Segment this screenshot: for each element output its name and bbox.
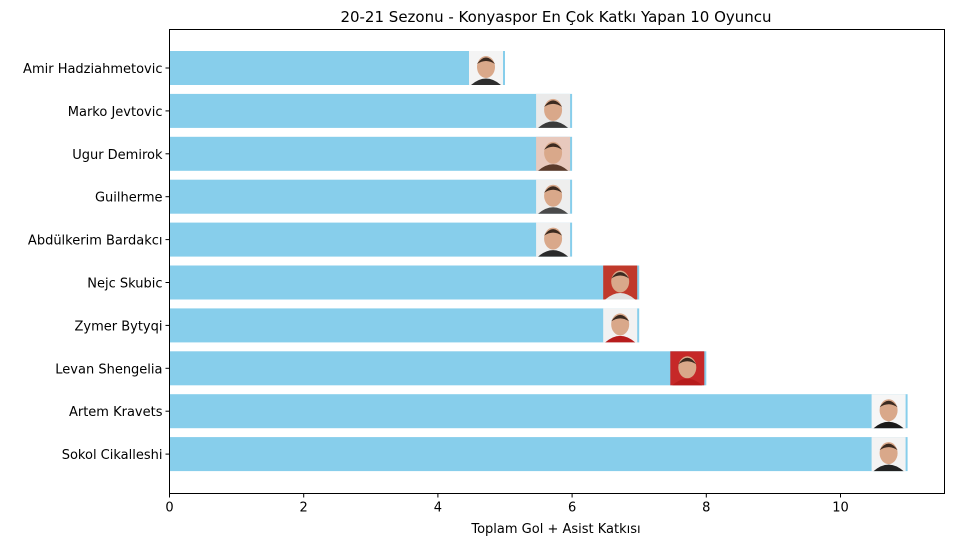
x-tick-label: 6	[568, 501, 576, 516]
y-tick-label: Artem Kravets	[69, 405, 163, 420]
player-photo	[670, 351, 705, 386]
x-tick-label: 0	[165, 501, 173, 516]
plot-frame	[169, 29, 945, 494]
y-tick-label: Amir Hadziahmetovic	[23, 62, 162, 77]
player-photo	[536, 179, 571, 214]
bar	[169, 308, 640, 343]
y-tick-label: Guilherme	[95, 191, 163, 206]
y-tick-label: Abdülkerim Bardakcı	[28, 234, 163, 249]
y-tick-label: Zymer Bytyqi	[74, 319, 162, 334]
y-tick-label: Marko Jevtovic	[68, 105, 163, 120]
y-tick-label: Nejc Skubic	[87, 277, 162, 292]
y-tick-label: Levan Shengelia	[55, 362, 162, 377]
player-photo	[603, 308, 638, 343]
bars-group	[169, 51, 908, 472]
bar	[169, 222, 573, 257]
bar	[169, 265, 640, 300]
bar	[169, 351, 707, 386]
x-tick-label: 4	[434, 501, 442, 516]
y-tick-label: Ugur Demirok	[72, 148, 163, 163]
bar	[169, 51, 505, 85]
chart-title: 20-21 Sezonu - Konyaspor En Çok Katkı Ya…	[340, 8, 771, 26]
player-photo	[468, 51, 503, 85]
bar	[169, 93, 573, 128]
player-photo	[871, 437, 906, 472]
y-axis-ticks: Amir Hadziahmetovic Marko Jevtovic Ugur De…	[23, 62, 170, 463]
bar	[169, 437, 908, 472]
player-photo	[871, 394, 906, 429]
x-axis-label: Toplam Gol + Asist Katkısı	[470, 522, 640, 537]
bar	[169, 394, 908, 429]
x-tick-label: 10	[832, 501, 849, 516]
player-photo	[536, 136, 571, 171]
player-photo	[536, 222, 571, 257]
x-axis-ticks: 0 2 4 6 8 10	[165, 493, 849, 516]
player-photo	[603, 265, 638, 300]
x-tick-label: 2	[300, 501, 308, 516]
bar	[169, 136, 573, 171]
player-photo	[536, 93, 571, 128]
y-tick-label: Sokol Cikalleshi	[62, 448, 163, 463]
x-tick-label: 8	[702, 501, 710, 516]
bar	[169, 179, 573, 214]
